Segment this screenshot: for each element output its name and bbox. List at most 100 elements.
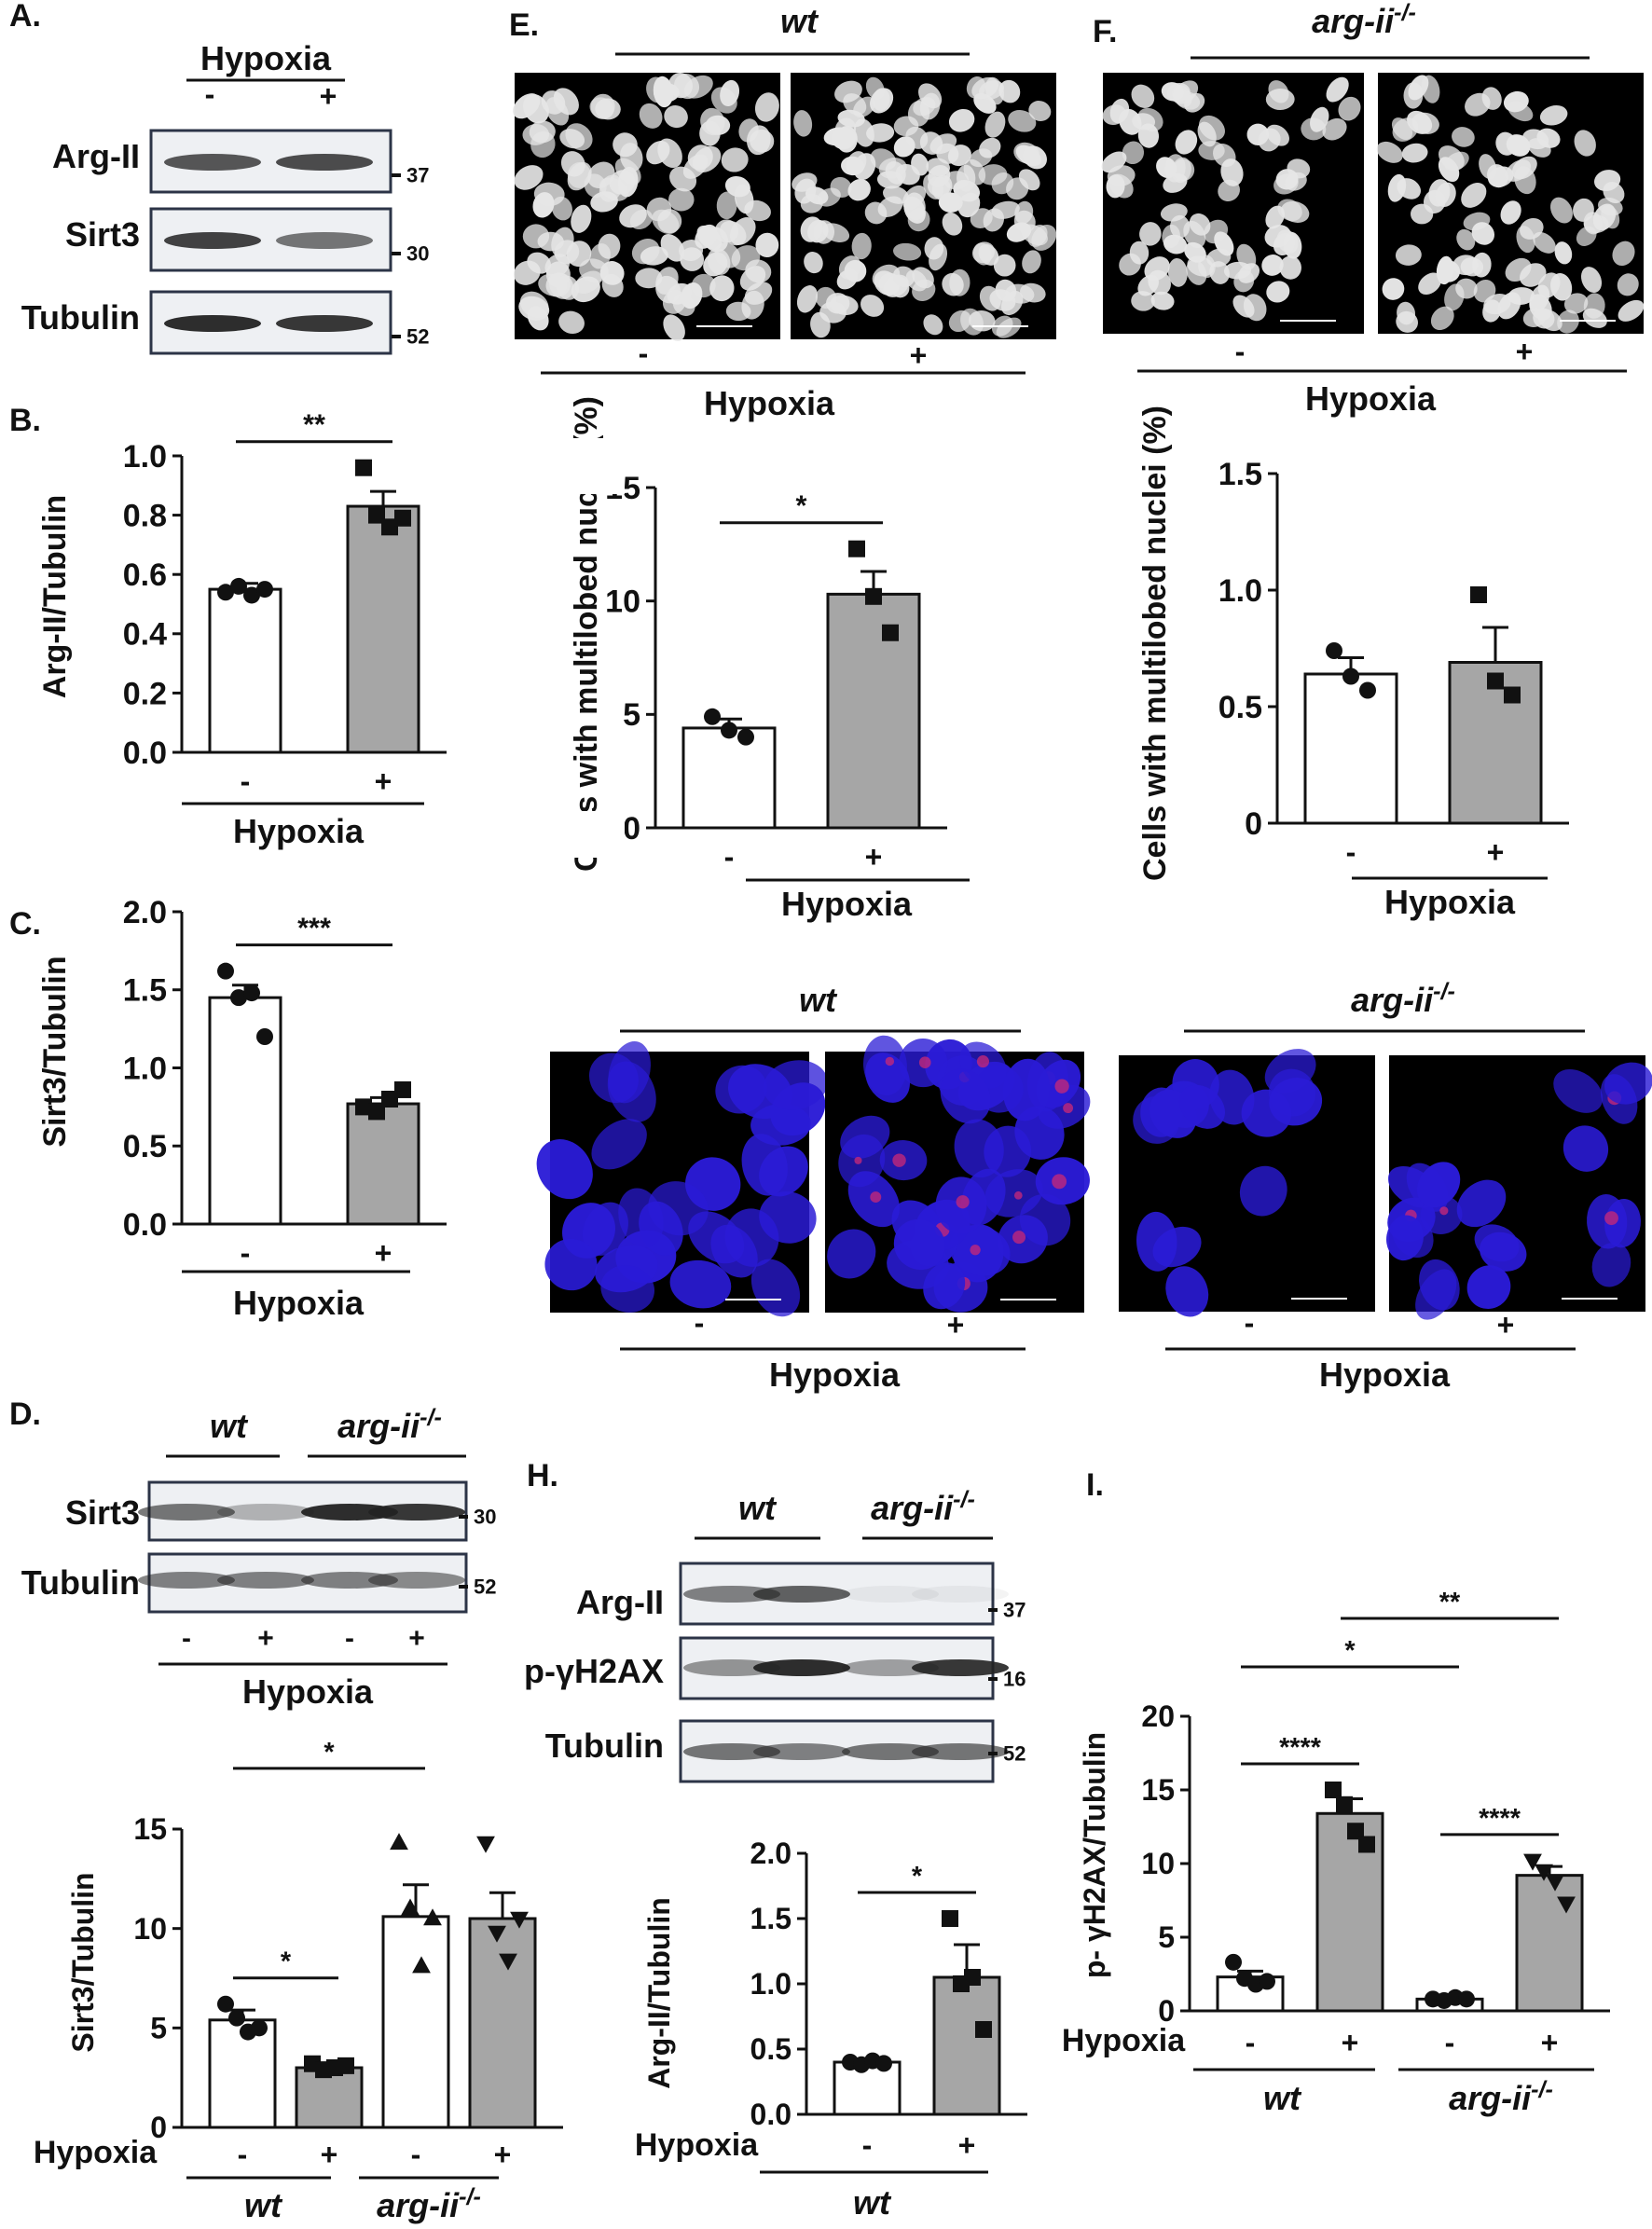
significance-label: *	[281, 1947, 292, 1977]
nucleus	[1198, 255, 1216, 279]
nucleus	[1580, 267, 1603, 293]
y-tick-label: 5	[150, 2012, 167, 2045]
nucleus	[1266, 124, 1289, 146]
panel-e-chart-treatment: Hypoxia	[781, 885, 913, 923]
x-category-label: +	[958, 2128, 976, 2162]
bar-normoxia-0	[681, 726, 777, 830]
bar-normoxia-0	[1303, 672, 1398, 825]
nucleus	[923, 1262, 966, 1310]
data-point	[243, 984, 260, 1002]
nucleus	[1428, 179, 1451, 207]
data-point	[1358, 1836, 1375, 1853]
panel-a-treatment: Hypoxia	[200, 39, 332, 77]
nucleus	[1301, 117, 1327, 141]
panel-d-blot-1-band	[368, 1572, 465, 1589]
nucleus	[853, 153, 876, 180]
x-category-label: -	[1445, 2026, 1455, 2059]
bar-normoxia-2	[381, 1915, 450, 2129]
y-tick-label: 0.0	[123, 736, 167, 771]
nucleus	[1276, 229, 1299, 254]
nucleus	[893, 116, 919, 137]
nucleus	[1465, 92, 1491, 117]
x-category-label: -	[724, 840, 735, 874]
nucleus	[639, 103, 663, 129]
x-category-label: +	[1541, 2026, 1559, 2059]
nucleus	[1261, 255, 1284, 276]
data-point	[381, 1091, 398, 1108]
nucleus	[823, 127, 851, 146]
nucleus	[923, 314, 943, 336]
data-point	[1342, 667, 1359, 685]
nucleus	[755, 232, 779, 258]
bar-hypoxia-1	[346, 1102, 420, 1226]
nucleus	[1285, 172, 1307, 191]
nucleus	[864, 201, 888, 225]
nucleus	[652, 209, 680, 234]
nucleus	[1516, 226, 1535, 254]
x-category-label: +	[1342, 2026, 1359, 2059]
panel-a-blot-label: Tubulin	[21, 298, 140, 337]
panel-d-blot-label: Sirt3	[65, 1493, 140, 1532]
nucleus	[1243, 294, 1267, 322]
nucleus	[716, 191, 737, 220]
data-point	[1347, 1823, 1364, 1840]
panel-e-image-normoxia	[513, 73, 780, 341]
nucleus	[1479, 1231, 1527, 1272]
nucleus	[969, 148, 993, 168]
y-axis-label: Sirt3/Tubulin	[37, 956, 73, 1147]
panel-d-sign: -	[345, 1623, 354, 1654]
nucleus	[558, 310, 585, 335]
nucleus	[1549, 197, 1573, 224]
panel-d-blot-0-band	[217, 1504, 314, 1520]
nucleus	[793, 110, 813, 137]
bar-hypoxia-3	[1515, 1874, 1584, 2013]
panel-e-minus: -	[639, 337, 649, 370]
y-tick-label: 1.5	[123, 973, 167, 1009]
panel-h-chart-treatment: Hypoxia	[635, 2127, 759, 2163]
panel-d-group-ko: arg-ii-/-	[337, 1404, 442, 1445]
nucleus	[1152, 1226, 1202, 1268]
panel-g-image-ko-hypoxia	[1386, 1055, 1652, 1320]
nucleus	[608, 1041, 651, 1104]
y-tick-label: 10	[1141, 1847, 1175, 1880]
foci	[970, 1245, 981, 1256]
foci	[870, 1191, 882, 1204]
nucleus	[827, 1229, 876, 1279]
nucleus	[1527, 138, 1551, 158]
panel-g-group-ko-superscript: -/-	[1433, 978, 1455, 1004]
y-tick-label: 0	[623, 811, 640, 846]
foci	[1012, 1231, 1026, 1245]
foci	[1052, 1174, 1067, 1190]
nucleus	[695, 224, 718, 249]
y-tick-label: 0.0	[123, 1207, 167, 1243]
nucleus	[663, 314, 685, 341]
nucleus	[687, 144, 713, 171]
foci	[1063, 1103, 1074, 1114]
panel-d-marker: 52	[474, 1575, 496, 1599]
data-point	[721, 722, 737, 739]
data-point	[230, 577, 247, 595]
nucleus	[860, 295, 885, 317]
nucleus	[631, 238, 660, 265]
nucleus	[618, 1188, 664, 1248]
nucleus	[1148, 269, 1171, 296]
data-point	[337, 2057, 354, 2074]
y-axis-label: Sirt3/Tubulin	[66, 1872, 100, 2052]
data-point	[1523, 1853, 1542, 1871]
y-tick-label: 0.2	[123, 676, 167, 711]
nucleus	[1241, 1089, 1292, 1137]
panel-d-group-ko-base: arg-ii	[337, 1407, 420, 1445]
nucleus	[902, 185, 927, 210]
data-point	[975, 2021, 992, 2038]
panel-d-chart-group-ko-superscript: -/-	[459, 2183, 481, 2209]
chart-F: 0 0.5 1.0 1.5 Cells with multilobed nuclei (…	[1137, 406, 1569, 881]
panel-e-image-hypoxia	[791, 73, 1057, 339]
nucleus	[1573, 198, 1594, 222]
panel-h-blot-0-band	[912, 1586, 1009, 1603]
nucleus	[1386, 1215, 1424, 1261]
panel-e-group: wt	[780, 2, 819, 40]
bar-hypoxia-1	[932, 1975, 1001, 2116]
panel-a-marker: 30	[406, 242, 429, 266]
panel-g-group-ko-base: arg-ii	[1351, 981, 1434, 1019]
panel-f-chart-treatment: Hypoxia	[1384, 883, 1516, 921]
